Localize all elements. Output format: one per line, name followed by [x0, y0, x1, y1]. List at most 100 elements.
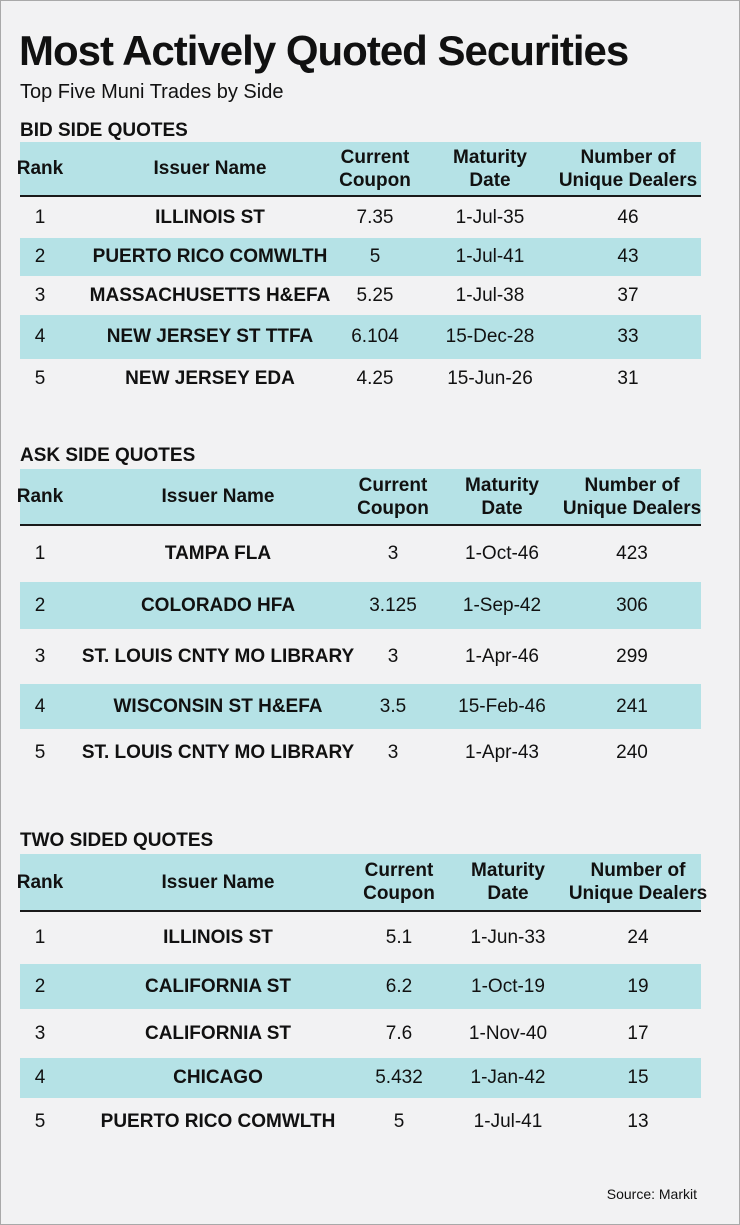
- cell-issuer: ST. LOUIS CNTY MO LIBRARY: [81, 645, 355, 667]
- cell-dealers: 241: [616, 695, 648, 717]
- page-subtitle: Top Five Muni Trades by Side: [20, 81, 284, 103]
- cell-issuer: TAMPA FLA: [164, 543, 272, 564]
- quotes-table: Rank Issuer Name Current Coupon Maturity Da…: [17, 142, 701, 398]
- header-issuer: Issuer Name: [161, 871, 275, 893]
- header-maturity: Maturity Date: [465, 474, 539, 519]
- cell-maturity: 1-Jul-35: [455, 206, 525, 228]
- table-row: 3 MASSACHUSETTS H&EFA 5.25 1-Jul-38 37: [20, 276, 701, 315]
- cell-maturity: 1-Jun-33: [470, 927, 546, 948]
- table-row: 2 COLORADO HFA 3.125 1-Sep-42 306: [20, 582, 701, 629]
- table-row: 5 PUERTO RICO COMWLTH 5 1-Jul-41 13: [20, 1098, 701, 1146]
- header-maturity: Maturity Date: [453, 146, 527, 191]
- cell-maturity: 1-Jan-42: [470, 1067, 546, 1088]
- cell-maturity: 15-Feb-46: [458, 695, 546, 717]
- cell-issuer: CHICAGO: [173, 1067, 263, 1088]
- cell-issuer: ST. LOUIS CNTY MO LIBRARY: [81, 742, 355, 763]
- header-dealers: Number of Unique Dealers: [562, 474, 702, 519]
- table-row: 4 WISCONSIN ST H&EFA 3.5 15-Feb-46 241: [20, 684, 701, 729]
- cell-issuer: NEW JERSEY ST TTFA: [106, 326, 314, 347]
- cell-issuer: ILLINOIS ST: [163, 927, 273, 948]
- quotes-table: Rank Issuer Name Current Coupon Maturity Da…: [17, 854, 707, 1146]
- page-title: Most Actively Quoted Securities: [19, 27, 629, 74]
- cell-issuer: CALIFORNIA ST: [144, 975, 291, 997]
- cell-rank: 2: [34, 594, 46, 616]
- cell-issuer: NEW JERSEY EDA: [125, 367, 295, 389]
- cell-rank: 1: [34, 543, 46, 564]
- cell-maturity: 1-Jul-41: [473, 1111, 543, 1132]
- cell-rank: 4: [34, 695, 46, 717]
- cell-dealers: 33: [617, 326, 639, 347]
- cell-coupon: 3.125: [369, 594, 417, 616]
- cell-coupon: 6.2: [385, 975, 413, 997]
- cell-maturity: 1-Apr-46: [465, 645, 539, 667]
- cell-coupon: 5.1: [385, 927, 413, 948]
- cell-rank: 5: [34, 367, 46, 389]
- cell-issuer: PUERTO RICO COMWLTH: [100, 1111, 336, 1132]
- cell-maturity: 15-Jun-26: [447, 367, 533, 389]
- table-row: 1 TAMPA FLA 3 1-Oct-46 423: [20, 526, 701, 582]
- cell-maturity: 1-Oct-46: [465, 543, 539, 564]
- section-title: ASK SIDE QUOTES: [20, 445, 196, 466]
- header-dealers: Number of Unique Dealers: [568, 860, 708, 904]
- table-row: 3 CALIFORNIA ST 7.6 1-Nov-40 17: [20, 1009, 701, 1058]
- table-row: 2 CALIFORNIA ST 6.2 1-Oct-19 19: [20, 964, 701, 1009]
- cell-coupon: 3: [387, 742, 399, 763]
- cell-rank: 2: [34, 975, 46, 997]
- cell-coupon: 4.25: [356, 367, 394, 389]
- table-row: 2 PUERTO RICO COMWLTH 5 1-Jul-41 43: [20, 238, 701, 276]
- cell-rank: 1: [34, 206, 46, 228]
- cell-dealers: 43: [617, 246, 639, 267]
- cell-issuer: COLORADO HFA: [140, 594, 296, 616]
- cell-coupon: 7.6: [385, 1022, 413, 1044]
- table-row: 4 CHICAGO 5.432 1-Jan-42 15: [20, 1058, 701, 1098]
- cell-dealers: 31: [617, 367, 639, 389]
- cell-dealers: 306: [616, 594, 648, 616]
- table-row: 5 ST. LOUIS CNTY MO LIBRARY 3 1-Apr-43 240: [20, 729, 701, 777]
- cell-maturity: 1-Apr-43: [465, 742, 539, 763]
- cell-coupon: 5: [393, 1111, 405, 1132]
- cell-coupon: 3.5: [379, 695, 407, 717]
- table-header: Rank Issuer Name Current Coupon Maturity Da…: [17, 469, 701, 526]
- cell-rank: 3: [34, 1022, 46, 1044]
- cell-coupon: 7.35: [356, 206, 394, 228]
- cell-rank: 5: [34, 1111, 46, 1132]
- cell-maturity: 1-Jul-38: [455, 284, 525, 306]
- cell-dealers: 24: [627, 927, 649, 948]
- cell-dealers: 46: [617, 206, 639, 228]
- cell-rank: 3: [34, 645, 46, 667]
- cell-dealers: 37: [617, 284, 639, 306]
- cell-dealers: 13: [627, 1111, 649, 1132]
- table-row: 1 ILLINOIS ST 7.35 1-Jul-35 46: [20, 197, 701, 238]
- cell-dealers: 19: [627, 975, 649, 997]
- cell-coupon: 5: [369, 246, 381, 267]
- header-coupon: Current Coupon: [363, 860, 435, 904]
- table-header: Rank Issuer Name Current Coupon Maturity Da…: [17, 854, 707, 912]
- cell-maturity: 1-Oct-19: [471, 975, 545, 997]
- cell-issuer: CALIFORNIA ST: [144, 1022, 291, 1044]
- table-row: 5 NEW JERSEY EDA 4.25 15-Jun-26 31: [20, 359, 701, 398]
- table-row: 1 ILLINOIS ST 5.1 1-Jun-33 24: [20, 912, 701, 964]
- cell-coupon: 3: [387, 543, 399, 564]
- header-coupon: Current Coupon: [339, 146, 411, 191]
- cell-rank: 1: [34, 927, 46, 948]
- header-issuer: Issuer Name: [161, 486, 275, 507]
- table-row: 3 ST. LOUIS CNTY MO LIBRARY 3 1-Apr-46 299: [20, 629, 701, 684]
- header-maturity: Maturity Date: [471, 860, 545, 904]
- cell-maturity: 15-Dec-28: [445, 326, 535, 347]
- cell-coupon: 5.25: [356, 284, 394, 306]
- cell-issuer: MASSACHUSETTS H&EFA: [89, 284, 331, 306]
- cell-rank: 3: [34, 284, 46, 306]
- section-title: TWO SIDED QUOTES: [20, 830, 214, 851]
- quotes-table: Rank Issuer Name Current Coupon Maturity Da…: [17, 469, 701, 777]
- header-coupon: Current Coupon: [357, 474, 429, 519]
- cell-dealers: 423: [616, 543, 648, 564]
- cell-dealers: 15: [627, 1067, 649, 1088]
- cell-maturity: 1-Sep-42: [462, 594, 542, 616]
- cell-dealers: 17: [627, 1022, 649, 1044]
- header-rank: Rank: [16, 871, 64, 893]
- cell-dealers: 299: [616, 645, 648, 667]
- source-note: Source: Markit: [606, 1186, 697, 1202]
- cell-coupon: 5.432: [375, 1067, 423, 1088]
- cell-issuer: ILLINOIS ST: [155, 206, 265, 228]
